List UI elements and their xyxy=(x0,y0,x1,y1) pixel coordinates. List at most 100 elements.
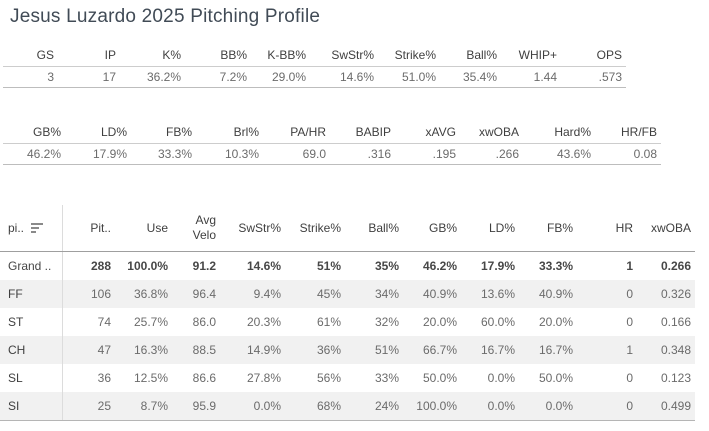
stat-value[interactable]: 29.0% xyxy=(251,66,310,88)
cell[interactable]: 36 xyxy=(97,371,111,385)
cell[interactable]: 0 xyxy=(626,371,633,385)
column-header-hardpct[interactable]: Hard% xyxy=(523,121,595,144)
cell[interactable]: 25.7% xyxy=(133,315,168,329)
column-header-kpct[interactable]: K% xyxy=(120,44,185,67)
cell[interactable]: 36.8% xyxy=(115,280,172,308)
pitch-type-label[interactable]: ST xyxy=(0,308,63,336)
cell[interactable]: 60.0% xyxy=(480,315,515,329)
stat-value[interactable]: 33.3% xyxy=(131,143,196,165)
cell[interactable]: 86.0 xyxy=(192,315,216,329)
column-header-ballpct[interactable]: Ball% xyxy=(440,44,501,67)
stat-value[interactable]: 35.4% xyxy=(440,66,501,88)
cell[interactable]: 51% xyxy=(316,259,341,273)
cell[interactable]: 32% xyxy=(374,315,399,329)
column-header-xavg[interactable]: xAVG xyxy=(395,121,460,144)
cell[interactable]: 16.3% xyxy=(115,336,172,364)
cell[interactable]: 17.9% xyxy=(480,259,515,273)
column-header-gbpct[interactable]: GB% xyxy=(3,121,65,144)
cell[interactable]: 12.5% xyxy=(133,371,168,385)
stat-value[interactable]: 10.3% xyxy=(196,143,263,165)
stat-value[interactable]: 36.2% xyxy=(120,66,185,88)
cell[interactable]: 0.266 xyxy=(660,259,691,273)
cell[interactable]: 27.8% xyxy=(246,371,281,385)
cell[interactable]: 51% xyxy=(345,336,403,364)
stat-value[interactable]: .266 xyxy=(460,143,523,165)
column-header-pitch-type[interactable]: pi.. xyxy=(0,205,63,252)
column-header-ldpct[interactable]: LD% xyxy=(461,205,519,252)
cell[interactable]: 16.7% xyxy=(519,336,577,364)
column-header-whip[interactable]: WHIP+ xyxy=(501,44,561,67)
cell[interactable]: 40.9% xyxy=(403,280,461,308)
column-header-ballpct[interactable]: Ball% xyxy=(345,205,403,252)
cell[interactable]: 0.0% xyxy=(487,371,515,385)
cell[interactable]: 1 xyxy=(626,259,633,273)
cell[interactable]: 100.0% xyxy=(127,259,168,273)
column-header-gbpct[interactable]: GB% xyxy=(403,205,461,252)
cell[interactable]: 68% xyxy=(285,392,345,421)
cell[interactable]: 20.3% xyxy=(246,315,281,329)
column-header-brlpct[interactable]: Brl% xyxy=(196,121,263,144)
stat-value[interactable]: 43.6% xyxy=(523,143,595,165)
column-header-ip[interactable]: IP xyxy=(58,44,120,67)
column-header-fbpct[interactable]: FB% xyxy=(519,205,577,252)
cell[interactable]: 13.6% xyxy=(461,280,519,308)
stat-value[interactable]: 14.6% xyxy=(310,66,378,88)
stat-value[interactable]: 1.44 xyxy=(501,66,561,88)
column-header-xwoba[interactable]: xwOBA xyxy=(460,121,523,144)
column-header-babip[interactable]: BABIP xyxy=(330,121,395,144)
pitch-type-label[interactable]: SL xyxy=(0,364,63,392)
cell[interactable]: 8.7% xyxy=(115,392,172,421)
column-header-pitches[interactable]: Pit.. xyxy=(62,205,115,252)
cell[interactable]: 47 xyxy=(62,336,115,364)
cell[interactable]: 35% xyxy=(374,259,399,273)
column-header-usage[interactable]: Use xyxy=(115,205,172,252)
column-header-swstrpct[interactable]: SwStr% xyxy=(220,205,285,252)
stat-value[interactable]: 69.0 xyxy=(263,143,330,165)
cell[interactable]: 46.2% xyxy=(422,259,457,273)
cell[interactable]: 91.2 xyxy=(192,259,216,273)
cell[interactable]: 100.0% xyxy=(403,392,461,421)
column-header-xwoba[interactable]: xwOBA xyxy=(637,205,695,252)
column-header-kbbpct[interactable]: K-BB% xyxy=(251,44,310,67)
stat-value[interactable]: .573 xyxy=(561,66,626,88)
cell[interactable]: 25 xyxy=(62,392,115,421)
cell[interactable]: 56% xyxy=(316,371,341,385)
column-header-ops[interactable]: OPS xyxy=(561,44,626,67)
cell[interactable]: 288 xyxy=(90,259,111,273)
cell[interactable]: 20.0% xyxy=(422,315,457,329)
cell[interactable]: 33.3% xyxy=(538,259,573,273)
cell[interactable]: 86.6 xyxy=(192,371,216,385)
stat-value[interactable]: 17.9% xyxy=(65,143,131,165)
cell[interactable]: 106 xyxy=(62,280,115,308)
pitch-type-label[interactable]: SI xyxy=(0,392,63,421)
cell[interactable]: 74 xyxy=(97,315,111,329)
column-header-gs[interactable]: GS xyxy=(3,44,58,67)
cell[interactable]: 45% xyxy=(285,280,345,308)
cell[interactable]: 14.9% xyxy=(220,336,285,364)
stat-value[interactable]: 51.0% xyxy=(378,66,440,88)
column-header-swstrpct[interactable]: SwStr% xyxy=(310,44,378,67)
pitch-type-label[interactable]: FF xyxy=(0,280,63,308)
column-header-pahr[interactable]: PA/HR xyxy=(263,121,330,144)
cell[interactable]: 95.9 xyxy=(172,392,220,421)
cell[interactable]: 0.499 xyxy=(637,392,695,421)
column-header-strikepct[interactable]: Strike% xyxy=(285,205,345,252)
sort-descending-icon[interactable] xyxy=(31,222,44,233)
cell[interactable]: 0 xyxy=(577,280,637,308)
stat-value[interactable]: 46.2% xyxy=(3,143,65,165)
cell[interactable]: 16.7% xyxy=(461,336,519,364)
cell[interactable]: 0.348 xyxy=(637,336,695,364)
column-header-hr[interactable]: HR xyxy=(577,205,637,252)
column-header-avg-velo[interactable]: Avg Velo xyxy=(172,205,220,252)
cell[interactable]: 50.0% xyxy=(538,371,573,385)
column-header-strikepct[interactable]: Strike% xyxy=(378,44,440,67)
column-header-fbpct[interactable]: FB% xyxy=(131,121,196,144)
cell[interactable]: 96.4 xyxy=(172,280,220,308)
cell[interactable]: 24% xyxy=(345,392,403,421)
column-header-ldpct[interactable]: LD% xyxy=(65,121,131,144)
stat-value[interactable]: .316 xyxy=(330,143,395,165)
pitch-type-label[interactable]: Grand .. xyxy=(0,251,63,280)
cell[interactable]: 0.326 xyxy=(637,280,695,308)
cell[interactable]: 33% xyxy=(374,371,399,385)
pitch-type-label[interactable]: CH xyxy=(0,336,63,364)
